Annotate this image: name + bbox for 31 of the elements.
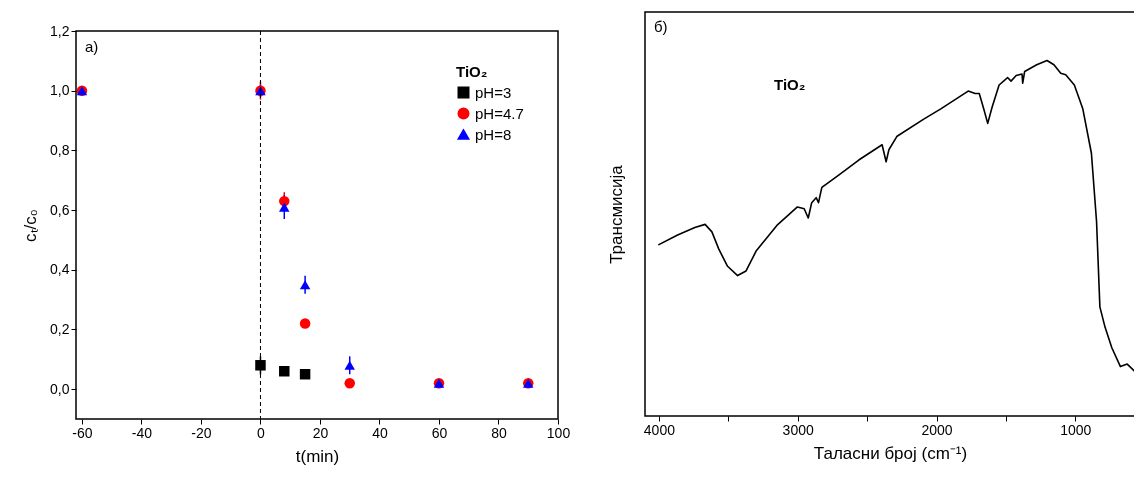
x-axis-title: t(min)	[295, 446, 340, 466]
x-tick-label: 20	[312, 424, 329, 441]
y-tick-label: 0,6	[50, 201, 70, 218]
x-tick-label: 4000	[643, 421, 676, 438]
annotation: a)	[85, 38, 99, 55]
x-tick-label: -40	[131, 424, 153, 441]
y-tick-label: 0,8	[50, 141, 70, 158]
x-tick-label: 1000	[1060, 421, 1092, 438]
y-tick-label: 0,2	[50, 320, 70, 337]
x-tick-label: 2000	[921, 421, 953, 438]
y-tick-label: 1,2	[50, 22, 70, 39]
x-tick-label: 3000	[782, 421, 814, 438]
x-axis-title: Таласни број (cm⁻¹)	[813, 443, 968, 463]
x-tick-label: -20	[191, 424, 212, 441]
annotation: TiO₂	[774, 76, 806, 93]
y-axis-title: cₜ/c₀	[21, 209, 41, 242]
text: б)	[654, 18, 668, 35]
x-tick-label: 60	[431, 424, 448, 441]
x-tick-label: -60	[72, 424, 93, 441]
y-axis-title: Трансмисија	[606, 164, 626, 264]
x-tick-label: 100	[546, 424, 571, 441]
y-tick-label: 0,0	[50, 380, 70, 397]
y-tick-label: 0,4	[50, 261, 70, 278]
legend-label: pH=3	[475, 83, 512, 101]
legend-label: pH=4.7	[475, 104, 524, 122]
legend-label: pH=8	[475, 125, 512, 143]
legend-title: TiO₂	[456, 63, 488, 80]
x-tick-label: 80	[491, 424, 507, 441]
x-tick-label: 0	[257, 424, 266, 441]
y-tick-label: 1,0	[50, 82, 70, 99]
x-tick-label: 40	[372, 424, 388, 441]
